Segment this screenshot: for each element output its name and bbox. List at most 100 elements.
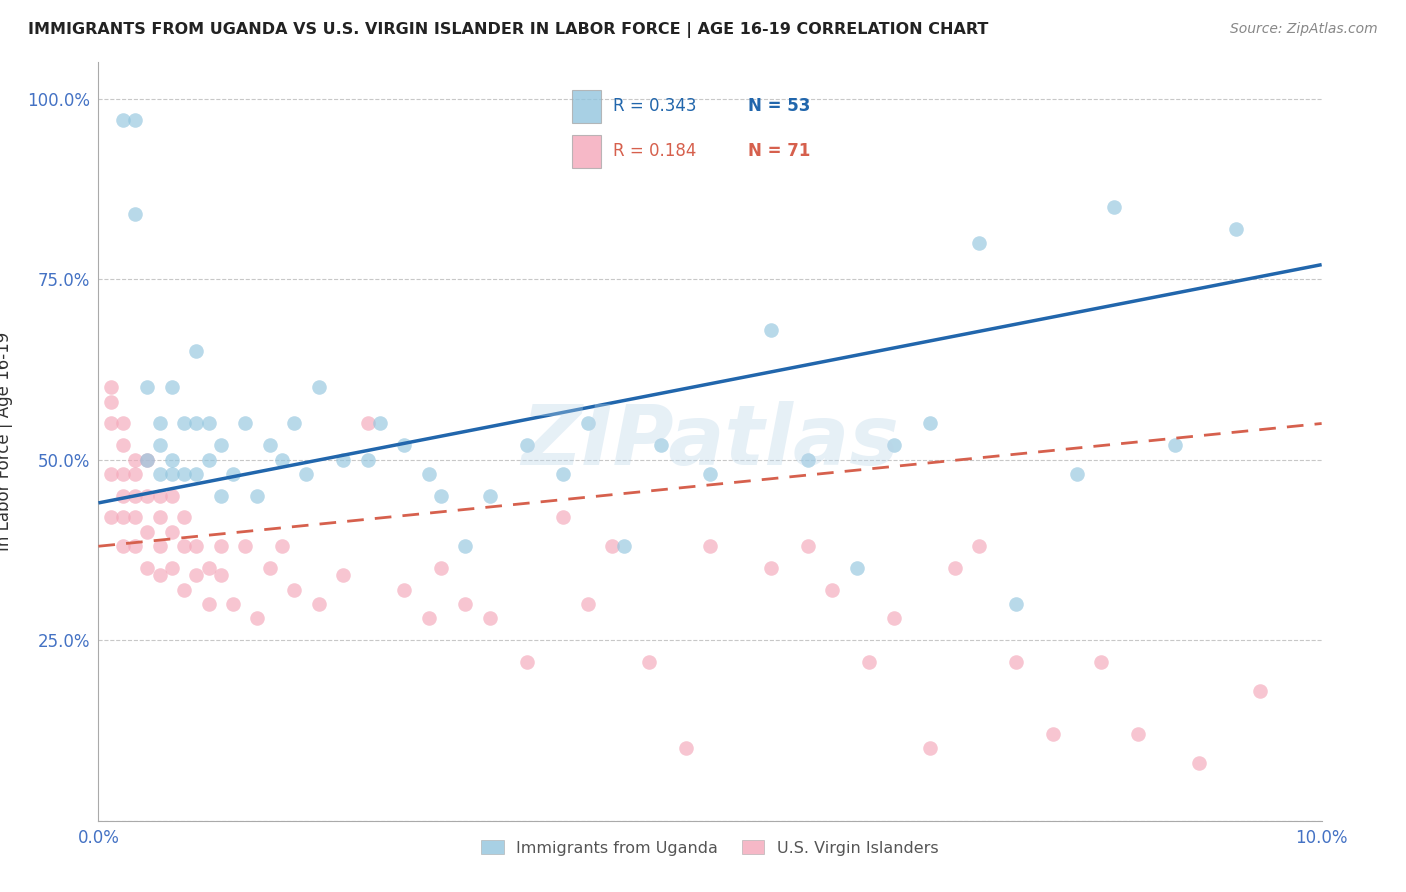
Point bbox=[1042, 727, 1064, 741]
Point bbox=[124, 113, 146, 128]
Point bbox=[821, 582, 844, 597]
Text: ZIPatlas: ZIPatlas bbox=[522, 401, 898, 482]
Point bbox=[368, 417, 391, 431]
Point bbox=[136, 489, 159, 503]
Point bbox=[100, 467, 122, 481]
Point bbox=[967, 539, 990, 553]
Point bbox=[160, 561, 183, 575]
Point bbox=[197, 597, 219, 611]
Point bbox=[136, 380, 159, 394]
Point bbox=[1090, 655, 1112, 669]
Point bbox=[797, 539, 820, 553]
Point bbox=[797, 452, 820, 467]
Point bbox=[759, 561, 782, 575]
Point bbox=[222, 597, 245, 611]
Point bbox=[186, 467, 208, 481]
Point bbox=[270, 539, 292, 553]
Legend: Immigrants from Uganda, U.S. Virgin Islanders: Immigrants from Uganda, U.S. Virgin Isla… bbox=[475, 833, 945, 862]
Point bbox=[160, 452, 183, 467]
Point bbox=[111, 467, 134, 481]
Point bbox=[173, 539, 195, 553]
Point bbox=[124, 539, 146, 553]
Point bbox=[111, 510, 134, 524]
Point bbox=[478, 489, 501, 503]
Point bbox=[699, 539, 721, 553]
Text: Source: ZipAtlas.com: Source: ZipAtlas.com bbox=[1230, 22, 1378, 37]
Point bbox=[283, 417, 305, 431]
Point bbox=[149, 467, 172, 481]
Point bbox=[1128, 727, 1150, 741]
Point bbox=[136, 452, 159, 467]
Point bbox=[149, 539, 172, 553]
Point bbox=[149, 417, 172, 431]
Point bbox=[759, 323, 782, 337]
Point bbox=[209, 539, 232, 553]
Point bbox=[1004, 597, 1026, 611]
Point bbox=[111, 489, 134, 503]
Point bbox=[454, 539, 477, 553]
Point bbox=[858, 655, 880, 669]
Point bbox=[160, 489, 183, 503]
Point bbox=[100, 510, 122, 524]
Point bbox=[149, 510, 172, 524]
Point bbox=[186, 417, 208, 431]
Point bbox=[845, 561, 868, 575]
Point bbox=[650, 438, 672, 452]
Point bbox=[516, 655, 538, 669]
Point bbox=[675, 741, 697, 756]
Point bbox=[149, 568, 172, 582]
Point bbox=[430, 489, 453, 503]
Point bbox=[943, 561, 966, 575]
Point bbox=[1225, 221, 1247, 235]
Point bbox=[149, 489, 172, 503]
Point bbox=[637, 655, 661, 669]
Point bbox=[149, 438, 172, 452]
Point bbox=[308, 380, 330, 394]
Point bbox=[259, 438, 281, 452]
Point bbox=[553, 467, 575, 481]
Point bbox=[270, 452, 292, 467]
Point bbox=[883, 438, 905, 452]
Point bbox=[186, 344, 208, 359]
Point bbox=[553, 510, 575, 524]
Point bbox=[111, 539, 134, 553]
Point bbox=[613, 539, 636, 553]
Y-axis label: In Labor Force | Age 16-19: In Labor Force | Age 16-19 bbox=[0, 332, 13, 551]
Point bbox=[136, 524, 159, 539]
Point bbox=[209, 568, 232, 582]
Point bbox=[246, 611, 269, 625]
Point bbox=[186, 568, 208, 582]
Point bbox=[920, 741, 942, 756]
Point bbox=[173, 582, 195, 597]
Point bbox=[197, 561, 219, 575]
Point bbox=[100, 417, 122, 431]
Point bbox=[356, 417, 378, 431]
Point bbox=[356, 452, 378, 467]
Point bbox=[478, 611, 501, 625]
Point bbox=[600, 539, 623, 553]
Point bbox=[186, 539, 208, 553]
Point bbox=[209, 438, 232, 452]
Point bbox=[392, 582, 416, 597]
Point bbox=[332, 568, 354, 582]
Point bbox=[160, 380, 183, 394]
Point bbox=[233, 417, 256, 431]
Point bbox=[173, 467, 195, 481]
Point bbox=[392, 438, 416, 452]
Point bbox=[124, 452, 146, 467]
Point bbox=[418, 467, 440, 481]
Point bbox=[1102, 200, 1125, 214]
Point bbox=[124, 510, 146, 524]
Point bbox=[197, 452, 219, 467]
Point bbox=[516, 438, 538, 452]
Point bbox=[1066, 467, 1088, 481]
Point bbox=[124, 207, 146, 221]
Point bbox=[332, 452, 354, 467]
Point bbox=[283, 582, 305, 597]
Point bbox=[920, 417, 942, 431]
Point bbox=[111, 438, 134, 452]
Point bbox=[124, 467, 146, 481]
Point bbox=[308, 597, 330, 611]
Point bbox=[1249, 683, 1271, 698]
Point bbox=[197, 417, 219, 431]
